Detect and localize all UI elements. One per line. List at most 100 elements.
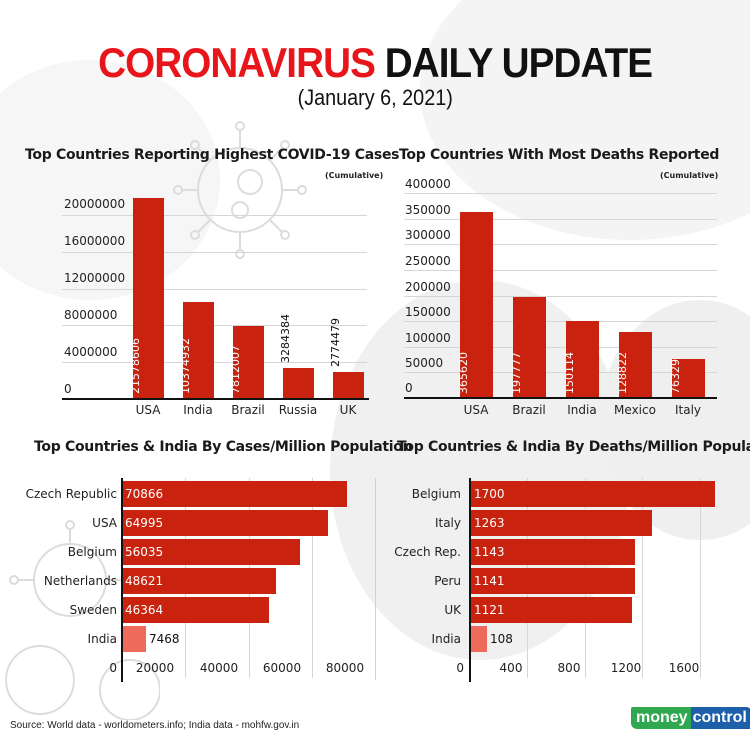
bar-usa	[133, 198, 164, 399]
bar-peru	[471, 568, 635, 594]
y-tick: 250000	[405, 254, 451, 268]
gridline	[700, 478, 701, 678]
title-highlight: CORONAVIRUS	[97, 39, 376, 86]
bar-value: 1121	[474, 603, 505, 617]
y-axis	[469, 478, 471, 682]
category-label: Belgium	[67, 545, 117, 559]
date-subtitle: (January 6, 2021)	[297, 85, 453, 110]
y-tick: 50000	[405, 356, 444, 370]
gridline	[404, 321, 717, 322]
bar-mexico	[619, 332, 652, 398]
bar-india	[471, 626, 487, 652]
header: CORONAVIRUS DAILY UPDATE (January 6, 202…	[0, 40, 750, 110]
x-tick: 80000	[325, 661, 365, 675]
y-axis	[121, 478, 123, 682]
bar-russia	[283, 368, 314, 399]
y-tick: 0	[405, 381, 413, 395]
y-tick: 0	[64, 382, 72, 396]
gridline	[404, 372, 717, 373]
gridline	[62, 362, 367, 363]
x-tick: Mexico	[614, 403, 656, 417]
bar-value: 1143	[474, 545, 505, 559]
gridline	[404, 219, 717, 220]
logo-control: control	[690, 707, 750, 729]
chart-divider	[375, 478, 376, 680]
x-tick: 1200	[610, 661, 642, 675]
bar-value: 70866	[125, 487, 164, 501]
bar-value: 46364	[125, 603, 164, 617]
category-label: India	[431, 632, 461, 646]
bar-value: 56035	[125, 545, 164, 559]
x-tick: 20000	[135, 661, 175, 675]
deaths-chart-title: Top Countries With Most Deaths Reported	[399, 147, 720, 163]
bar-value: 108	[490, 632, 513, 646]
x-axis	[404, 397, 717, 399]
bar-uk	[471, 597, 632, 623]
bar-value: 48621	[125, 574, 164, 588]
x-tick: Italy	[674, 403, 702, 417]
bar-usa	[460, 212, 493, 398]
x-tick: India	[183, 403, 213, 417]
y-tick: 300000	[405, 228, 451, 242]
gridline	[642, 478, 643, 678]
source-note: Source: World data - worldometers.info; …	[10, 720, 300, 731]
deaths-chart-note: (Cumulative)	[660, 171, 719, 180]
bar-belgium	[122, 539, 300, 565]
bar-value: 7468	[149, 632, 180, 646]
bar-czech-republic	[122, 481, 347, 507]
x-tick: USA	[135, 403, 161, 417]
deaths-per-million-title: Top Countries & India By Deaths/Million …	[397, 439, 750, 455]
cases-per-million-chart: Czech Republic USA Belgium Netherlands S…	[0, 0, 375, 690]
category-label: Peru	[434, 574, 461, 588]
cases-chart-note: (Cumulative)	[325, 171, 384, 180]
moneycontrol-logo: money control	[631, 707, 750, 729]
bar-india	[122, 626, 146, 652]
category-label: Belgium	[411, 487, 461, 501]
bar-brazil	[513, 297, 546, 398]
x-tick: USA	[463, 403, 489, 417]
virus-icon	[5, 520, 160, 720]
bar-belgium	[471, 481, 715, 507]
y-tick: 350000	[405, 203, 451, 217]
cases-bar-chart: 20000000 16000000 12000000 8000000 40000…	[0, 0, 375, 430]
bar-value: 1263	[474, 516, 505, 530]
y-tick: 400000	[405, 177, 451, 191]
gridline	[312, 478, 313, 678]
bar-india	[566, 321, 599, 398]
gridline	[404, 244, 717, 245]
x-tick: 400	[499, 661, 523, 675]
category-label: Italy	[434, 516, 461, 530]
x-tick: 0	[109, 661, 117, 675]
category-label: Czech Rep.	[394, 545, 461, 559]
gridline	[404, 270, 717, 271]
y-tick: 16000000	[64, 234, 126, 248]
y-tick: 4000000	[64, 345, 118, 359]
x-tick: 1600	[668, 661, 700, 675]
bar-brazil	[233, 326, 264, 399]
bar-czech-rep	[471, 539, 635, 565]
category-label: USA	[92, 516, 117, 530]
y-tick: 12000000	[64, 271, 126, 285]
x-tick: 60000	[262, 661, 302, 675]
page-title: CORONAVIRUS DAILY UPDATE	[97, 39, 653, 86]
cases-chart-title: Top Countries Reporting Highest COVID-19…	[25, 147, 400, 163]
x-tick: UK	[339, 403, 357, 417]
bar-india	[183, 302, 214, 399]
bar-italy	[471, 510, 652, 536]
x-tick: 800	[557, 661, 581, 675]
x-tick: Brazil	[231, 403, 265, 417]
y-tick: 20000000	[64, 197, 126, 211]
logo-money: money	[631, 707, 691, 729]
gridline	[62, 215, 367, 216]
bar-usa	[122, 510, 328, 536]
gridline	[62, 289, 367, 290]
gridline	[404, 347, 717, 348]
bar-uk	[333, 372, 364, 399]
cases-per-million-title: Top Countries & India By Cases/Million P…	[34, 439, 413, 455]
y-tick: 200000	[405, 280, 451, 294]
deaths-per-million-chart: Belgium Italy Czech Rep. Peru UK India 1…	[394, 478, 715, 682]
gridline	[62, 325, 367, 326]
x-tick: Russia	[278, 403, 318, 417]
x-tick: 40000	[199, 661, 239, 675]
category-label: Netherlands	[43, 574, 117, 588]
